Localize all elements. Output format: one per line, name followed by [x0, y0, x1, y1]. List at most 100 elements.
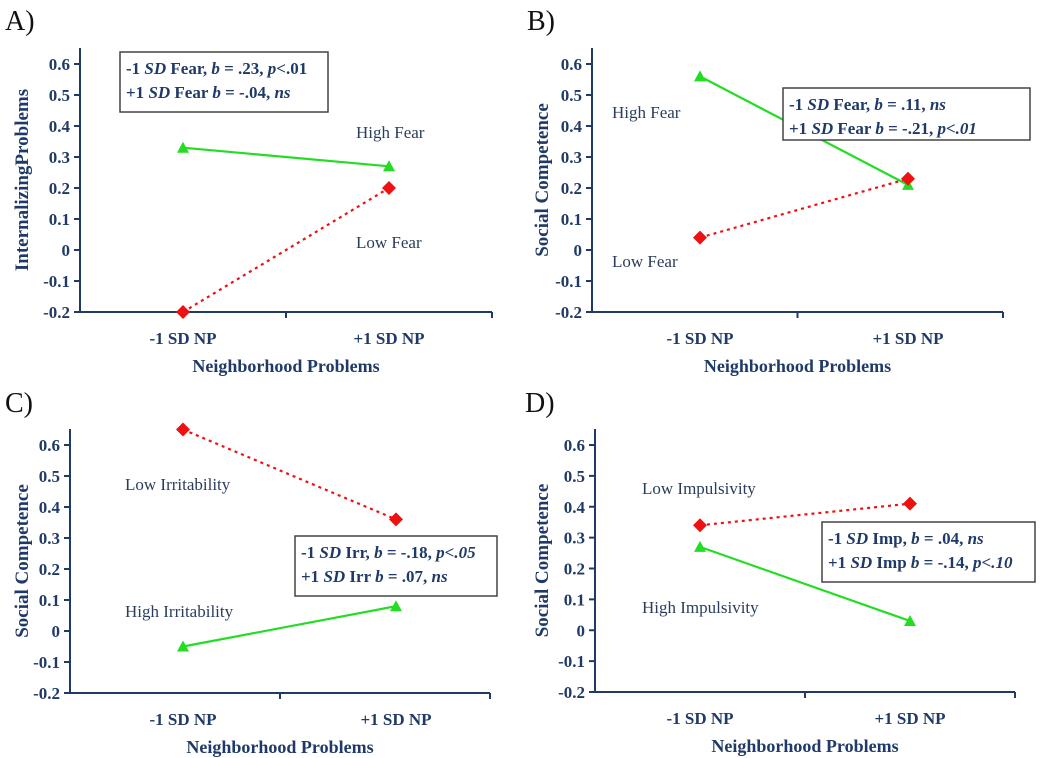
y-tick-label: -0.2 [555, 303, 582, 322]
triangle-marker [383, 160, 395, 172]
y-tick-label: -0.1 [43, 272, 70, 291]
y-tick-label: 0.4 [564, 498, 586, 517]
annotation-line: +1 SD Fear b = -.04, ns [126, 83, 291, 102]
annotation-segment: b [875, 119, 884, 138]
annotation-segment: Irr, [341, 543, 374, 562]
annotation-segment: b [212, 83, 221, 102]
y-tick-label: 0.4 [39, 498, 61, 517]
y-axis-title: Social Competence [532, 484, 553, 638]
y-tick-label: 0.5 [39, 467, 60, 486]
y-tick-label: 0.6 [39, 436, 60, 455]
annotation-segment: +1 [789, 119, 811, 138]
series-label: High Irritability [125, 602, 234, 621]
y-tick-label: 0.6 [49, 55, 70, 74]
annotation-segment: b [211, 59, 220, 78]
y-tick-label: 0.4 [561, 117, 583, 136]
x-axis-title: Neighborhood Problems [704, 356, 891, 376]
x-tick-label: +1 SD NP [360, 710, 431, 729]
panel-label: D) [525, 388, 555, 419]
annotation-segment: b [911, 553, 920, 572]
annotation-segment: = .07, [384, 567, 432, 586]
annotation-segment: Imp [872, 553, 911, 572]
annotation-segment: Fear [170, 83, 212, 102]
annotation-segment: Fear [833, 119, 875, 138]
diamond-marker [693, 230, 707, 245]
diamond-marker [389, 512, 403, 527]
x-axis-title: Neighborhood Problems [711, 736, 898, 756]
annotation-segment: p<.01 [935, 119, 976, 138]
y-tick-label: -0.1 [33, 653, 60, 672]
y-tick-label: 0 [577, 621, 586, 640]
series-line-high-impulsivity [699, 545, 911, 623]
panel-a: A) 0.6 0.5 0.4 0.3 0.2 0.1 0 -0.1 -0.2 -1 SD NP +1 … [5, 6, 493, 376]
x-tick-label: +1 SD NP [874, 709, 945, 728]
annotation-segment: -1 [126, 59, 144, 78]
annotation-segment: = .23, [220, 59, 268, 78]
annotation-box [119, 51, 329, 113]
y-tick-label: 0.4 [49, 117, 71, 136]
series-line-low-impulsivity [699, 502, 911, 527]
y-tick-label: 0.5 [564, 467, 585, 486]
annotation-segment: = -.18, [383, 543, 437, 562]
y-tick-label: 0.5 [561, 86, 582, 105]
x-axis-title: Neighborhood Problems [192, 356, 379, 376]
y-tick-label: 0.6 [564, 436, 585, 455]
y-tick-label: 0.2 [49, 179, 70, 198]
y-axis-title: Social Competence [12, 484, 33, 638]
y-tick-label: 0.2 [564, 560, 585, 579]
diamond-marker [176, 422, 190, 437]
series-label: Low Fear [612, 252, 678, 271]
diamond-marker [382, 181, 396, 195]
y-tick-label: 0 [574, 241, 583, 260]
x-tick-label: -1 SD NP [149, 329, 216, 348]
annotation-box [782, 87, 1031, 141]
annotation-segment: p [266, 59, 277, 78]
annotation-segment: +1 [301, 567, 323, 586]
y-tick-label: 0.2 [561, 179, 582, 198]
x-tick-label: -1 SD NP [666, 329, 733, 348]
panel-label: A) [5, 6, 35, 37]
y-tick-label: -0.1 [558, 652, 585, 671]
annotation-segment: = -.21, [884, 119, 938, 138]
y-tick-label: 0.6 [561, 55, 582, 74]
series-label: High Fear [612, 103, 681, 122]
annotation-segment: -1 [789, 95, 807, 114]
y-axis-title: InternalizingProblems [12, 89, 33, 271]
annotation-segment: = .04, [920, 529, 968, 548]
annotation-segment: SD [323, 567, 345, 586]
x-tick-label: +1 SD NP [353, 329, 424, 348]
annotation-segment: b [874, 95, 883, 114]
annotation-segment: ns [930, 95, 946, 114]
diamond-marker [176, 305, 190, 319]
annotation-segment: = -.14, [919, 553, 973, 572]
series-label: Low Irritability [125, 475, 231, 494]
annotation-segment: <.01 [276, 59, 307, 78]
series-label: High Impulsivity [642, 598, 759, 617]
series-label: High Fear [356, 123, 425, 142]
y-tick-label: -0.2 [43, 303, 70, 322]
y-tick-label: 0.3 [39, 529, 60, 548]
annotation-segment: p<.05 [434, 543, 476, 562]
y-tick-label: 0.1 [564, 590, 585, 609]
series-line-low-fear [182, 187, 390, 313]
annotation-segment: SD [144, 59, 166, 78]
annotation-line: -1 SD Fear, b = .11, ns [789, 95, 946, 114]
y-tick-label: 0 [52, 622, 61, 641]
annotation-segment: b [374, 543, 383, 562]
x-axis-title: Neighborhood Problems [186, 737, 373, 757]
diamond-marker [693, 518, 707, 533]
annotation-segment: SD [148, 83, 170, 102]
annotation-line: -1 SD Imp, b = .04, ns [828, 529, 984, 548]
annotation-segment: -1 [828, 529, 846, 548]
annotation-line: +1 SD Imp b = -.14, p<.10 [828, 553, 1013, 572]
annotation-line: +1 SD Fear b = -.21, p<.01 [789, 119, 977, 138]
series-line-low-fear [699, 177, 909, 239]
panel-c: C) 0.6 0.5 0.4 0.3 0.2 0.1 0 -0.1 -0.2 -1 SD NP +1 … [5, 388, 498, 757]
panel-d: D) 0.6 0.5 0.4 0.3 0.2 0.1 0 -0.1 -0.2 -1 SD NP +1 … [525, 388, 1036, 756]
annotation-segment: b [375, 567, 384, 586]
series-line-high-fear [182, 146, 390, 168]
y-tick-label: 0.5 [49, 86, 70, 105]
y-axis-title: Social Competence [532, 103, 553, 257]
panel-label: C) [5, 388, 33, 419]
annotation-segment: +1 [828, 553, 850, 572]
